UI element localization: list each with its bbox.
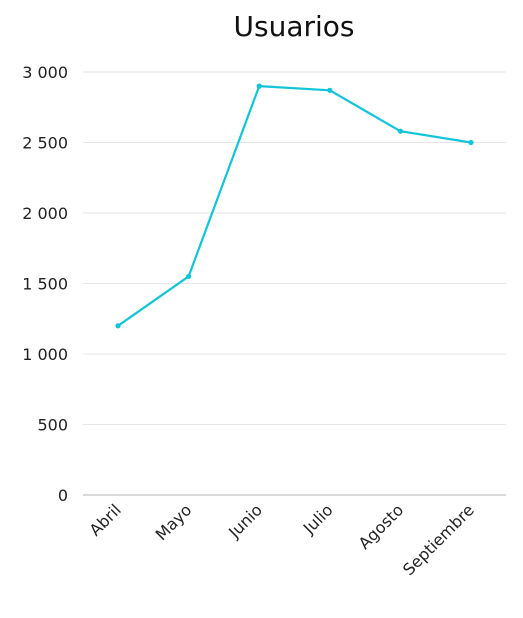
series-layer — [115, 83, 474, 329]
y-tick-label: 3 000 — [22, 63, 68, 82]
data-point — [115, 323, 121, 329]
data-point — [397, 128, 403, 134]
series-line — [117, 84, 472, 327]
chart-title: Usuarios — [234, 10, 355, 43]
gridlines — [83, 71, 506, 425]
x-tick-label: Julio — [299, 500, 337, 538]
x-tick-label: Junio — [224, 500, 266, 542]
y-axis-ticks: 0 500 1 000 1 500 2 000 2 500 3 000 — [22, 63, 68, 505]
data-point — [468, 139, 474, 146]
data-point — [186, 273, 192, 280]
y-tick-label: 500 — [37, 416, 68, 435]
x-tick-label: Septiembre — [399, 500, 478, 579]
y-tick-label: 2 500 — [22, 134, 68, 153]
data-point — [327, 87, 333, 93]
y-tick-label: 1 500 — [22, 275, 68, 294]
x-tick-label: Abril — [86, 500, 125, 539]
x-tick-label: Mayo — [152, 500, 196, 544]
x-tick-label: Agosto — [355, 500, 408, 553]
y-tick-label: 1 000 — [22, 345, 68, 364]
y-tick-label: 2 000 — [22, 204, 68, 223]
data-point — [256, 83, 262, 89]
y-tick-label: 0 — [58, 486, 68, 505]
